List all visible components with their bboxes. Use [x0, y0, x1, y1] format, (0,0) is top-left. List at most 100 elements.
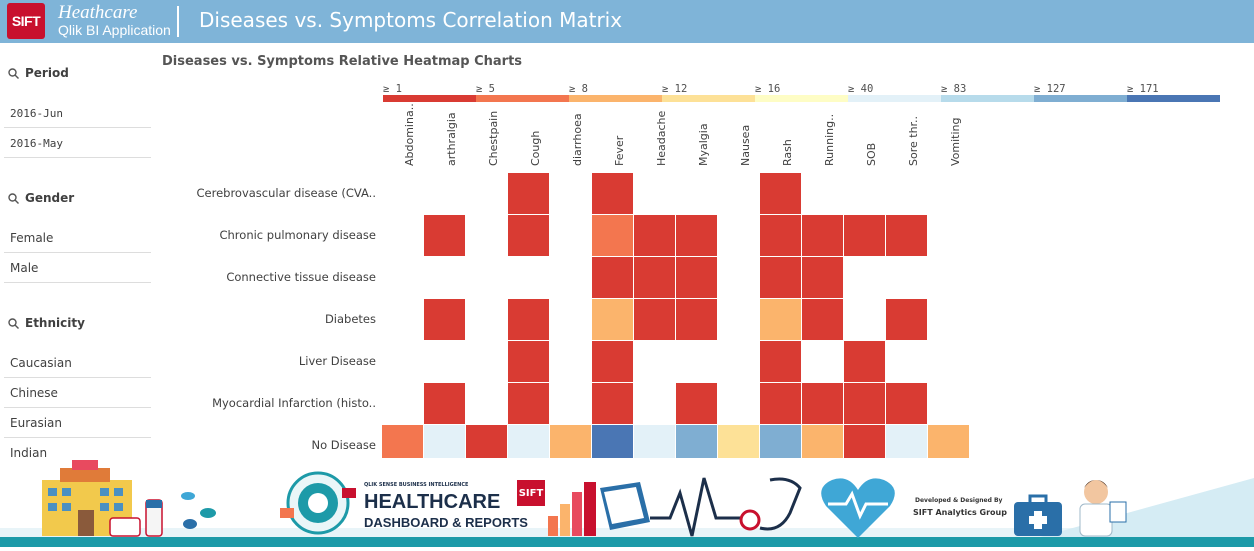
heatmap-cell[interactable] [844, 215, 885, 256]
heatmap-cell[interactable] [760, 173, 801, 214]
pulse-line-icon [650, 477, 740, 537]
heatmap-cell[interactable] [592, 215, 633, 256]
heatmap-cell[interactable] [592, 173, 633, 214]
legend-label: ≥ 83 [941, 83, 967, 95]
column-header: Chestpain [466, 111, 508, 170]
filter-item-indian[interactable]: Indian [4, 439, 151, 457]
heatmap-cell[interactable] [676, 383, 717, 424]
heatmap-cell[interactable] [760, 215, 801, 256]
heatmap-cell[interactable] [802, 215, 843, 256]
heatmap-cell[interactable] [592, 299, 633, 340]
column-label: Abdomina.. [403, 103, 416, 166]
column-label: Rash [781, 139, 794, 166]
legend-swatch [941, 95, 1034, 102]
legend-swatch [383, 95, 476, 102]
column-label: Sore thr.. [907, 115, 920, 166]
column-header: Vomiting [928, 116, 970, 170]
filter-item-female[interactable]: Female [4, 224, 151, 253]
legend-label: ≥ 16 [755, 83, 781, 95]
heatmap-cell[interactable] [802, 299, 843, 340]
filter-item-chinese[interactable]: Chinese [4, 379, 151, 408]
heatmap-cell[interactable] [592, 257, 633, 298]
heatmap-cell[interactable] [844, 341, 885, 382]
medical-kit-icon [1014, 494, 1062, 536]
legend-swatch [848, 95, 941, 102]
heatmap-cell[interactable] [634, 215, 675, 256]
column-header: Rash [760, 116, 802, 170]
heatmap-cell[interactable] [886, 299, 927, 340]
filter-item-caucasian[interactable]: Caucasian [4, 349, 151, 378]
row-label: No Disease [311, 438, 376, 452]
brand-subtitle: Qlik BI Application [58, 22, 171, 38]
heatmap-cell[interactable] [844, 383, 885, 424]
legend-label: ≥ 12 [662, 83, 688, 95]
heatmap-cell[interactable] [424, 299, 465, 340]
heatmap-cell[interactable] [886, 383, 927, 424]
banner-sift-logo: SIFT [517, 480, 545, 506]
heatmap-cell[interactable] [592, 341, 633, 382]
column-label: Myalgia [697, 123, 710, 166]
heatmap-cell[interactable] [508, 299, 549, 340]
column-header: diarrhoea [550, 113, 592, 170]
column-header: Nausea [718, 116, 760, 170]
filter-item-male[interactable]: Male [4, 254, 151, 283]
column-header: Abdomina.. [382, 103, 424, 170]
filter-item-2016-jun[interactable]: 2016-Jun [4, 99, 151, 128]
heatmap-cell[interactable] [676, 215, 717, 256]
legend-label: ≥ 40 [848, 83, 874, 95]
chart-title: Diseases vs. Symptoms Relative Heatmap C… [162, 54, 523, 69]
developer-name: SIFT Analytics Group [913, 508, 1007, 517]
filter-item-eurasian[interactable]: Eurasian [4, 409, 151, 438]
legend-label: ≥ 8 [569, 83, 588, 95]
heatmap-cell[interactable] [760, 257, 801, 298]
legend-label: ≥ 127 [1034, 83, 1066, 95]
heatmap-cell[interactable] [424, 215, 465, 256]
heatmap-cell[interactable] [634, 257, 675, 298]
app-header: SIFT Heathcare Qlik BI Application Disea… [0, 0, 1254, 43]
column-header: Running.. [802, 113, 844, 170]
heatmap-cell[interactable] [760, 383, 801, 424]
filter-header-period[interactable]: Period [8, 66, 69, 80]
column-header: SOB [844, 116, 886, 170]
legend-label: ≥ 171 [1127, 83, 1159, 95]
heatmap-cell[interactable] [508, 383, 549, 424]
column-header: Myalgia [676, 116, 718, 170]
heatmap-cell[interactable] [886, 215, 927, 256]
heatmap-cell[interactable] [676, 257, 717, 298]
row-label: Myocardial Infarction (histo.. [212, 396, 376, 410]
hospital-icon [42, 460, 141, 537]
heatmap-cell[interactable] [676, 299, 717, 340]
heatmap-cell[interactable] [760, 299, 801, 340]
row-label: Chronic pulmonary disease [219, 228, 376, 242]
column-label: arthralgia [445, 112, 458, 166]
search-icon [8, 67, 19, 79]
heatmap-cell[interactable] [592, 383, 633, 424]
heatmap-cell[interactable] [508, 341, 549, 382]
column-label: Running.. [823, 113, 836, 166]
filter-header-gender[interactable]: Gender [8, 191, 74, 205]
filter-sidebar: Period 2016-Jun 2016-May Gender Female Male Et… [0, 43, 152, 457]
column-label: Chestpain [487, 110, 500, 166]
banner-small-caption: QLIK SENSE BUSINESS INTELLIGENCE [364, 482, 469, 488]
banner-illustration [0, 460, 1254, 547]
filter-title: Ethnicity [25, 316, 85, 330]
filter-header-ethnicity[interactable]: Ethnicity [8, 316, 85, 330]
search-icon [8, 192, 19, 204]
analytics-circle-icon [280, 471, 356, 535]
heatmap-cell[interactable] [802, 383, 843, 424]
column-header: Headache [634, 111, 676, 170]
legend-swatch [662, 95, 755, 102]
legend-swatch [476, 95, 569, 102]
heatmap-cell[interactable] [634, 299, 675, 340]
heatmap-cell[interactable] [508, 215, 549, 256]
heatmap-cell[interactable] [760, 341, 801, 382]
filter-title: Gender [25, 191, 75, 205]
legend-swatch [1034, 95, 1127, 102]
heatmap-cell[interactable] [802, 257, 843, 298]
heatmap-cell[interactable] [508, 173, 549, 214]
heatmap-cell[interactable] [424, 383, 465, 424]
page-title: Diseases vs. Symptoms Correlation Matrix [199, 8, 623, 32]
filter-item-2016-may[interactable]: 2016-May [4, 129, 151, 158]
legend-label: ≥ 5 [476, 83, 495, 95]
column-header: arthralgia [424, 112, 466, 170]
